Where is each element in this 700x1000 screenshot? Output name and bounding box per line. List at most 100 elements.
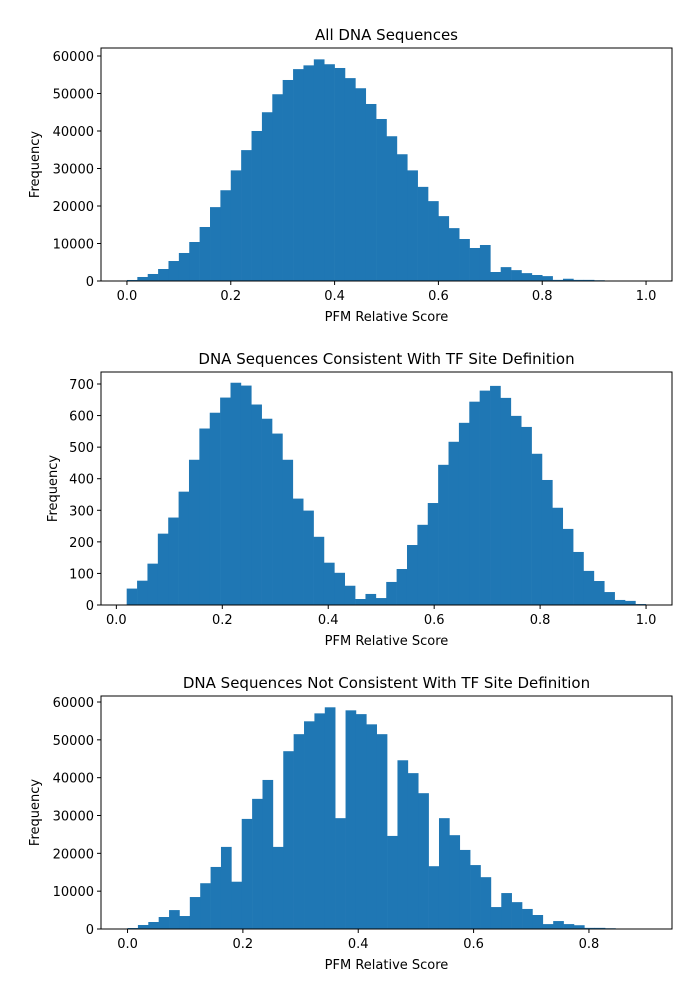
histogram-bar (469, 401, 480, 605)
histogram-bar (241, 150, 252, 281)
histogram-bar (345, 710, 357, 929)
x-tick-label: 0.8 (530, 613, 551, 628)
histogram-bar (200, 883, 211, 929)
histogram-bar (220, 397, 231, 605)
y-tick-label: 60000 (53, 696, 94, 711)
y-tick-label: 500 (69, 441, 94, 456)
histogram-bar (179, 916, 191, 929)
axes-frame (100, 695, 673, 930)
histogram-bar (199, 226, 211, 281)
histogram-bar (231, 881, 243, 929)
histogram-bar (480, 877, 492, 929)
histogram-bar (552, 507, 564, 605)
histogram-bar (500, 267, 512, 281)
histogram-bar (324, 64, 335, 281)
histogram-bar (209, 412, 221, 605)
x-axis-label: PFM Relative Score (325, 634, 449, 649)
histogram-bar (573, 279, 585, 281)
x-tick-label: 0.0 (117, 289, 138, 304)
histogram-bar (304, 721, 315, 929)
histogram-bar (158, 917, 170, 929)
histogram-bar (459, 238, 470, 281)
x-tick-label: 0.4 (324, 289, 345, 304)
histogram-bar (261, 418, 273, 605)
histogram-bar (469, 247, 481, 281)
histogram-bar (604, 592, 615, 605)
x-tick-label: 0.6 (463, 937, 484, 952)
histogram-consistent-tf-site: DNA Sequences Consistent With TF Site De… (46, 350, 673, 649)
y-tick-label: 60000 (53, 50, 94, 65)
histogram-bar (407, 773, 419, 929)
histogram-bar (157, 533, 169, 605)
y-tick-label: 20000 (53, 200, 94, 215)
histogram-bar (396, 569, 408, 605)
x-tick-label: 1.0 (636, 613, 657, 628)
histogram-bar (449, 835, 461, 929)
histogram-bar (396, 154, 408, 281)
histogram-bar (169, 910, 180, 929)
x-tick-label: 0.0 (117, 937, 138, 952)
y-tick-label: 600 (69, 410, 94, 425)
histogram-bar (220, 190, 232, 281)
histogram-bar (252, 798, 263, 929)
histogram-bar (293, 69, 304, 281)
histogram-bar (594, 927, 606, 929)
histogram-bar (230, 170, 242, 281)
histogram-bar (614, 599, 626, 605)
y-ticks: 0 10000 20000 30000 40000 50000 60000 (53, 50, 101, 290)
histogram-bar (438, 818, 450, 929)
histogram-bar (532, 915, 544, 929)
histogram-bar (282, 79, 294, 281)
x-ticks: 0.0 0.2 0.4 0.6 0.8 1.0 (106, 605, 656, 628)
y-tick-label: 700 (69, 378, 94, 393)
histogram-bar (147, 563, 159, 605)
histogram-bar (168, 517, 179, 605)
histogram-bar (470, 865, 481, 929)
histogram-bar (593, 581, 605, 605)
x-tick-label: 0.0 (106, 613, 127, 628)
x-tick-label: 0.8 (579, 937, 600, 952)
histogram-bar (562, 278, 574, 281)
y-tick-label: 40000 (53, 125, 94, 140)
y-ticks: 0 10000 20000 30000 40000 50000 60000 (53, 696, 101, 938)
histogram-bar (334, 572, 346, 605)
histogram-bar (178, 252, 190, 281)
x-axis-label: PFM Relative Score (325, 310, 449, 325)
histogram-bar (418, 793, 429, 929)
histogram-bar (344, 78, 356, 282)
histogram-bar (448, 228, 460, 281)
axes-frame (100, 47, 673, 282)
y-tick-label: 200 (69, 536, 94, 551)
histogram-bar (407, 170, 418, 281)
y-tick-label: 40000 (53, 772, 94, 787)
histogram-all-dna: All DNA Sequences 0.0 0.2 0.4 0.6 0.8 1.0 0 10… (28, 26, 673, 325)
histogram-bar (490, 385, 501, 605)
histogram-bar (188, 459, 200, 605)
histogram-bar (584, 927, 596, 929)
histogram-bar (230, 382, 242, 605)
y-tick-label: 30000 (53, 810, 94, 825)
y-axis-label: Frequency (28, 131, 43, 198)
histogram-bar (168, 261, 180, 281)
histogram-bar (178, 491, 190, 605)
histogram-bar (366, 724, 377, 929)
histogram-bar (459, 849, 471, 929)
histogram-bar (240, 385, 252, 605)
histogram-bar (427, 503, 439, 605)
histogram-bar (324, 707, 336, 929)
histogram-bar (272, 94, 283, 281)
histogram-bar (583, 570, 595, 605)
bars-group (126, 59, 605, 282)
histogram-bar (251, 404, 262, 605)
histogram-bar (553, 921, 564, 929)
y-tick-label: 50000 (53, 87, 94, 102)
histogram-bar (251, 130, 263, 281)
histogram-bar (344, 585, 356, 605)
histogram-bar (563, 924, 575, 929)
y-tick-label: 0 (86, 599, 94, 614)
histogram-bar (158, 268, 169, 281)
histogram-bar (417, 186, 429, 281)
y-ticks: 0 100 200 300 400 500 600 700 (69, 378, 101, 614)
histogram-bar (386, 136, 398, 281)
